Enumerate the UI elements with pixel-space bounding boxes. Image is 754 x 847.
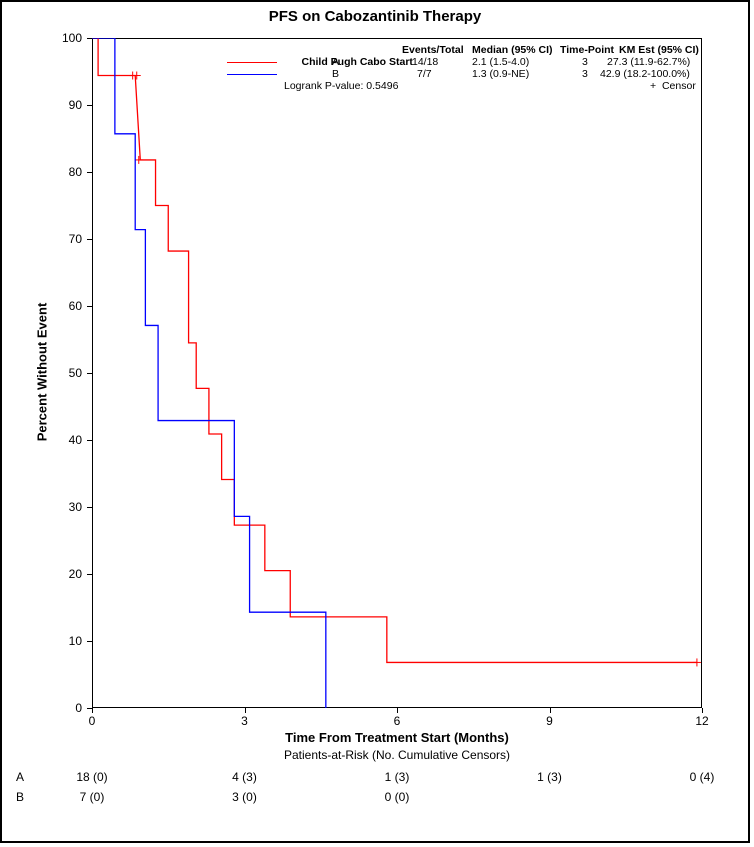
censor-mark — [693, 658, 701, 666]
legend-header: Child Pugh Cabo Start — [284, 44, 413, 80]
y-tick-label: 20 — [42, 567, 82, 581]
y-tick-label: 90 — [42, 98, 82, 112]
censor-mark — [133, 72, 141, 80]
y-tick-label: 100 — [42, 31, 82, 45]
km-curves — [92, 38, 702, 708]
legend-header-events: Events/Total — [402, 44, 464, 56]
y-tick — [87, 38, 92, 39]
y-tick — [87, 172, 92, 173]
x-tick-label: 9 — [546, 714, 553, 728]
censor-mark — [135, 156, 143, 164]
risk-cell: 1 (3) — [385, 770, 410, 784]
legend-header-tp: Time-Point — [560, 44, 614, 56]
y-tick — [87, 641, 92, 642]
legend-row-b-tp: 3 — [582, 68, 588, 80]
y-tick-label: 70 — [42, 232, 82, 246]
legend-row-a-group: A — [332, 56, 339, 68]
x-tick-label: 3 — [241, 714, 248, 728]
y-tick-label: 80 — [42, 165, 82, 179]
y-tick — [87, 373, 92, 374]
x-axis-label: Time From Treatment Start (Months) — [285, 730, 509, 745]
x-tick-label: 6 — [394, 714, 401, 728]
risk-cell: 7 (0) — [80, 790, 105, 804]
y-tick — [87, 574, 92, 575]
y-tick-label: 30 — [42, 500, 82, 514]
risk-row-label: B — [16, 790, 24, 804]
risk-cell: 3 (0) — [232, 790, 257, 804]
x-tick — [245, 708, 246, 713]
risk-cell: 4 (3) — [232, 770, 257, 784]
legend-row-b-median: 1.3 (0.9-NE) — [472, 68, 529, 80]
x-tick — [397, 708, 398, 713]
legend-swatch-a — [227, 62, 277, 63]
legend-censor: + Censor — [650, 80, 696, 92]
legend-row-a-km: 27.3 (11.9-62.7%) — [607, 56, 690, 68]
legend-swatch-b — [227, 74, 277, 75]
chart-title: PFS on Cabozantinib Therapy — [2, 2, 748, 25]
x-tick — [550, 708, 551, 713]
y-tick-label: 60 — [42, 299, 82, 313]
x-tick — [702, 708, 703, 713]
legend-row-b-events: 7/7 — [417, 68, 432, 80]
legend-logrank: Logrank P-value: 0.5496 — [284, 80, 398, 92]
x-tick-label: 0 — [89, 714, 96, 728]
legend-row-a-median: 2.1 (1.5-4.0) — [472, 56, 529, 68]
y-tick-label: 40 — [42, 433, 82, 447]
y-tick — [87, 105, 92, 106]
chart-frame: PFS on Cabozantinib Therapy Percent With… — [0, 0, 750, 843]
legend-header-median: Median (95% CI) — [472, 44, 553, 56]
legend-row-b-group: B — [332, 68, 339, 80]
y-tick — [87, 306, 92, 307]
legend-row-a-tp: 3 — [582, 56, 588, 68]
risk-table-title: Patients-at-Risk (No. Cumulative Censors… — [284, 748, 510, 762]
risk-cell: 0 (0) — [385, 790, 410, 804]
x-tick — [92, 708, 93, 713]
x-tick-label: 12 — [695, 714, 708, 728]
legend-header-km: KM Est (95% CI) — [619, 44, 699, 56]
plot-area: Child Pugh Cabo Start Events/Total Media… — [92, 38, 702, 708]
risk-row-label: A — [16, 770, 24, 784]
y-tick-label: 10 — [42, 634, 82, 648]
y-tick-label: 50 — [42, 366, 82, 380]
y-tick — [87, 239, 92, 240]
risk-cell: 18 (0) — [76, 770, 107, 784]
legend-row-b-km: 42.9 (18.2-100.0%) — [600, 68, 690, 80]
risk-cell: 0 (4) — [690, 770, 715, 784]
y-tick — [87, 507, 92, 508]
legend-row-a-events: 14/18 — [412, 56, 438, 68]
y-tick-label: 0 — [42, 701, 82, 715]
risk-cell: 1 (3) — [537, 770, 562, 784]
y-tick — [87, 440, 92, 441]
km-curve-A — [92, 38, 697, 662]
